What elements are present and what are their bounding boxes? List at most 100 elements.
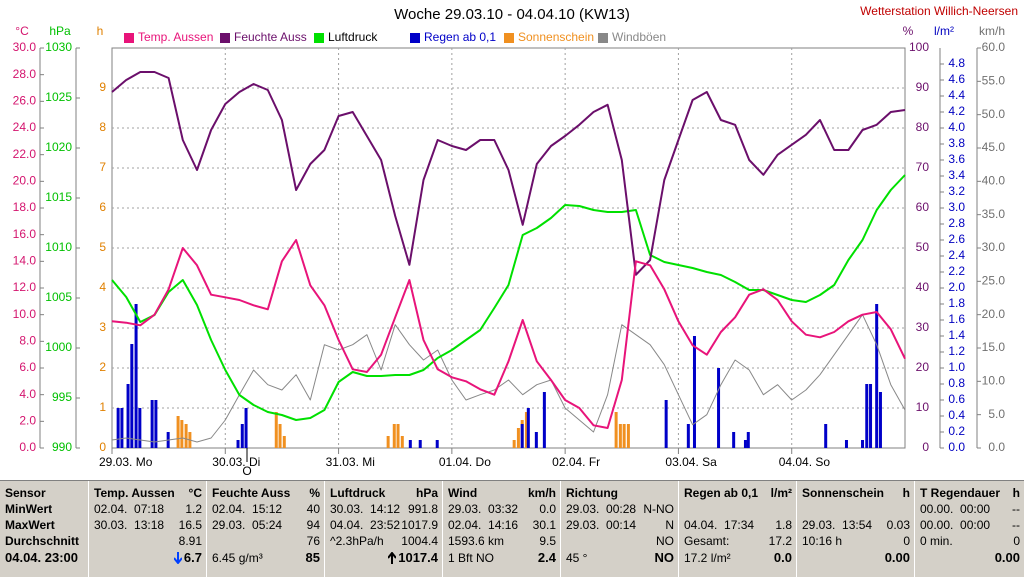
line-series bbox=[111, 239, 906, 429]
table-column: Wind km/h 29.03. 03:32 0.0 02.04. 14:16 30.1 1… bbox=[442, 481, 560, 577]
bar bbox=[626, 424, 630, 448]
column-unit: h bbox=[1012, 486, 1020, 500]
value-text: 94 bbox=[306, 518, 320, 532]
y-tick-label: 0.6 bbox=[948, 392, 965, 406]
summary-table: Sensor MinWert MaxWert Durchschnitt 04.04. 2… bbox=[0, 480, 1024, 577]
table-column: Luftdruck hPa 30.03. 14:12 991.8 04.04. 23:5… bbox=[324, 481, 442, 577]
value-text: 0.0 bbox=[539, 502, 556, 516]
cell-value: 0.0 bbox=[774, 550, 792, 566]
value-text: N-NO bbox=[643, 502, 674, 516]
bar bbox=[512, 440, 516, 448]
y-tick-label: 3.0 bbox=[948, 200, 965, 214]
value-text: 1004.4 bbox=[401, 534, 438, 548]
y-tick-label: 1.2 bbox=[948, 344, 965, 358]
y-tick-label: 30.0 bbox=[982, 240, 1006, 254]
y-tick-label: 3 bbox=[99, 320, 106, 334]
bar bbox=[240, 424, 244, 448]
column-title: Wind bbox=[448, 486, 478, 500]
y-tick-label: 4.4 bbox=[948, 88, 965, 102]
y-tick-label: 15.0 bbox=[982, 340, 1006, 354]
cell-value: 991.8 bbox=[408, 501, 438, 517]
y-tick-label: 24.0 bbox=[13, 120, 37, 134]
value-text: 30.1 bbox=[532, 518, 556, 532]
bar bbox=[236, 440, 240, 448]
cell-text: 30.03. 13:18 bbox=[94, 518, 165, 532]
value-text: 2.4 bbox=[537, 550, 556, 565]
bar bbox=[875, 304, 879, 448]
y-tick-label: 1 bbox=[99, 400, 106, 414]
y-tick-label: 990 bbox=[52, 440, 72, 454]
axis-title: l/m² bbox=[934, 24, 954, 38]
cell-text: 29.03. 03:32 bbox=[448, 502, 519, 516]
bar bbox=[134, 304, 138, 448]
bar bbox=[686, 424, 690, 448]
y-tick-label: 30.0 bbox=[13, 40, 37, 54]
cell-value: 0.03 bbox=[887, 517, 910, 533]
y-tick-label: 10 bbox=[916, 400, 930, 414]
cell-text: 02.04. 07:18 bbox=[94, 502, 165, 516]
cell-text: 29.03. 05:24 bbox=[212, 518, 283, 532]
column-title: Temp. Aussen bbox=[94, 486, 175, 500]
y-tick-label: 12.0 bbox=[13, 280, 37, 294]
line-series bbox=[111, 71, 906, 276]
cell-value: 0.00 bbox=[995, 550, 1020, 566]
y-tick-label: 4.2 bbox=[948, 104, 965, 118]
column-unit: l/m² bbox=[770, 486, 792, 500]
y-tick-label: 995 bbox=[52, 390, 72, 404]
value-text: 0 bbox=[903, 534, 910, 548]
cell-text: 10:16 h bbox=[802, 534, 843, 548]
axis-title: hPa bbox=[49, 24, 71, 38]
cell-value: 8.91 bbox=[179, 533, 202, 549]
cell-value: N-NO bbox=[643, 501, 674, 517]
cell-value: 40 bbox=[307, 501, 320, 517]
value-text: 6.7 bbox=[183, 550, 202, 565]
bar bbox=[664, 400, 668, 448]
column-title: Regen ab 0,1 bbox=[684, 486, 759, 500]
value-text: 0.00 bbox=[994, 550, 1020, 565]
legend-swatch bbox=[220, 33, 230, 43]
y-tick-label: 1.8 bbox=[948, 296, 965, 310]
value-text: NO bbox=[656, 534, 674, 548]
y-tick-label: 1015 bbox=[45, 190, 72, 204]
x-tick-label: 31.03. Mi bbox=[326, 455, 375, 469]
value-text: 1.8 bbox=[775, 518, 792, 532]
value-text: NO bbox=[654, 550, 675, 565]
cell-text: 17.2 l/m² bbox=[684, 551, 731, 565]
y-tick-label: 5.0 bbox=[988, 407, 1005, 421]
cell-value: 94 bbox=[307, 517, 320, 533]
bar bbox=[396, 424, 400, 448]
cell-value: 85 bbox=[306, 550, 320, 566]
y-tick-label: 22.0 bbox=[13, 147, 37, 161]
cell-value: 30.1 bbox=[533, 517, 556, 533]
axis-title: % bbox=[903, 24, 914, 38]
cell-text: 1593.6 km bbox=[448, 534, 505, 548]
value-text: 8.91 bbox=[178, 534, 202, 548]
axis-title: °C bbox=[15, 24, 29, 38]
value-text: 76 bbox=[306, 534, 320, 548]
column-unit: hPa bbox=[415, 486, 438, 500]
bar bbox=[278, 424, 282, 448]
cell-value: 76 bbox=[307, 533, 320, 549]
legend-label: Sonnenschein bbox=[518, 30, 594, 44]
bar bbox=[408, 440, 412, 448]
annotation: O bbox=[242, 464, 251, 478]
bar bbox=[392, 424, 396, 448]
y-tick-label: 0.0 bbox=[948, 440, 965, 454]
y-tick-label: 2.4 bbox=[948, 248, 965, 262]
y-tick-label: 60 bbox=[916, 200, 930, 214]
x-tick-label: 30.03. Di bbox=[212, 455, 260, 469]
y-tick-label: 1.4 bbox=[948, 328, 965, 342]
column-unit: % bbox=[309, 486, 320, 500]
y-tick-label: 60.0 bbox=[982, 40, 1006, 54]
legend-swatch bbox=[314, 33, 324, 43]
bar bbox=[386, 436, 390, 448]
cell-value: 17.2 bbox=[769, 533, 792, 549]
cell-value: 6.7 bbox=[173, 550, 202, 566]
y-tick-label: 0 bbox=[99, 440, 106, 454]
y-tick-label: 0 bbox=[922, 440, 929, 454]
x-tick-label: 02.04. Fr bbox=[552, 455, 600, 469]
row-label: 04.04. 23:00 bbox=[5, 550, 79, 565]
value-text: 40 bbox=[306, 502, 320, 516]
cell-value: 1.8 bbox=[775, 517, 792, 533]
